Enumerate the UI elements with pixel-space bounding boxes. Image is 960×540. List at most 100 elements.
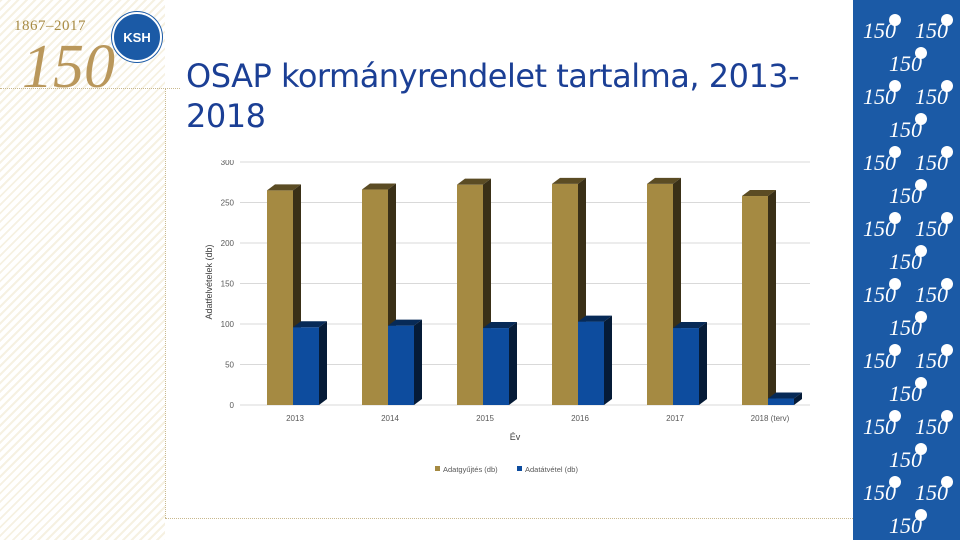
pattern-glyph: 150 — [915, 414, 948, 439]
x-axis-label: Év — [510, 432, 521, 442]
x-tick-label: 2017 — [666, 414, 684, 423]
pattern-dot — [889, 146, 901, 158]
x-tick-label: 2014 — [381, 414, 399, 423]
legend-label: Adatgyűjtés (db) — [443, 465, 498, 474]
y-tick-label: 200 — [221, 239, 235, 248]
pattern-dot — [889, 410, 901, 422]
pattern-dot — [915, 377, 927, 389]
pattern-dot — [941, 410, 953, 422]
bar-adatatvetel — [673, 328, 699, 405]
pattern-dot — [889, 476, 901, 488]
anniversary-pattern-icon: 150 — [863, 344, 903, 374]
pattern-glyph: 150 — [889, 447, 922, 472]
bar-side-face — [319, 321, 327, 405]
bar-adatgyujtes — [362, 189, 388, 405]
chart-grid — [240, 161, 810, 406]
y-tick-label: 100 — [221, 320, 235, 329]
logo-area: 1867–2017 150 KSH — [0, 0, 165, 540]
pattern-glyph: 150 — [863, 414, 896, 439]
slide-title: OSAP kormányrendelet tartalma, 2013-2018 — [186, 57, 800, 135]
divider-vertical — [165, 88, 166, 518]
anniversary-logo: 150 — [22, 33, 115, 101]
pattern-dot — [915, 47, 927, 59]
anniversary-pattern-icon: 150 — [889, 113, 929, 143]
pattern-glyph: 150 — [863, 150, 896, 175]
chart-bars — [267, 177, 802, 405]
pattern-glyph: 150 — [889, 51, 922, 76]
bar-top-face — [578, 315, 612, 322]
divider-bottom — [165, 518, 855, 519]
y-tick-label: 0 — [230, 401, 235, 410]
bar-adatatvetel — [388, 325, 414, 405]
pattern-dot — [915, 311, 927, 323]
anniversary-pattern-icon: 150 — [863, 14, 903, 44]
pattern-dot — [941, 476, 953, 488]
pattern-glyph: 150 — [863, 348, 896, 373]
pattern-glyph: 150 — [915, 150, 948, 175]
bar-top-face — [457, 178, 491, 185]
x-tick-label: 2016 — [571, 414, 589, 423]
anniversary-pattern-icon: 150 — [863, 476, 903, 506]
pattern-dot — [941, 344, 953, 356]
anniversary-years: 1867–2017 — [14, 18, 86, 34]
bar-side-face — [414, 319, 422, 405]
anniversary-pattern-icon: 150 — [889, 377, 929, 407]
y-tick-label: 300 — [221, 160, 235, 167]
pattern-dot — [889, 278, 901, 290]
pattern-glyph: 150 — [915, 216, 948, 241]
pattern-dot — [941, 278, 953, 290]
bar-chart: 0 50 100 150 200 250 300 2013 2014 2015 2016 2017 20… — [204, 160, 810, 474]
pattern-dot — [941, 212, 953, 224]
anniversary-pattern-icon: 150 — [889, 311, 929, 341]
pattern-dot — [889, 344, 901, 356]
anniversary-pattern-icon: 150 — [889, 47, 929, 77]
anniversary-pattern-icon: 150 — [915, 278, 955, 308]
anniversary-pattern-icon: 150 — [915, 146, 955, 176]
pattern-glyph: 150 — [863, 84, 896, 109]
pattern-glyph: 150 — [915, 84, 948, 109]
bar-side-face — [699, 322, 707, 405]
pattern-glyph: 150 — [889, 117, 922, 142]
decorative-pattern-panel: 150 150 150 150 150 150 150 150 150 150 150 150 150 1… — [853, 0, 960, 540]
bar-adatgyujtes — [647, 183, 673, 405]
anniversary-pattern-icon: 150 — [915, 476, 955, 506]
bar-top-face — [293, 321, 327, 328]
pattern-glyph: 150 — [915, 480, 948, 505]
bar-adatatvetel — [483, 328, 509, 405]
pattern-dot — [941, 80, 953, 92]
bar-side-face — [768, 190, 776, 405]
pattern-dot — [915, 245, 927, 257]
pattern-dot — [889, 80, 901, 92]
pattern-glyph: 150 — [889, 315, 922, 340]
pattern-glyph: 150 — [889, 183, 922, 208]
chart-legend: Adatgyűjtés (db) Adatátvétel (db) — [435, 465, 578, 474]
bar-side-face — [509, 322, 517, 405]
anniversary-pattern-icon: 150 — [915, 80, 955, 110]
y-tick-label: 50 — [225, 361, 234, 370]
x-tick-label: 2013 — [286, 414, 304, 423]
pattern-glyph: 150 — [863, 216, 896, 241]
pattern-dot — [889, 212, 901, 224]
bar-side-face — [604, 315, 612, 405]
bar-top-face — [552, 177, 586, 184]
anniversary-pattern-icon: 150 — [915, 344, 955, 374]
bar-top-face — [647, 177, 681, 184]
pattern-dot — [915, 509, 927, 521]
bar-top-face — [768, 392, 802, 399]
x-tick-label: 2015 — [476, 414, 494, 423]
bar-adatatvetel — [578, 321, 604, 405]
pattern-dot — [915, 179, 927, 191]
pattern-glyph: 150 — [915, 348, 948, 373]
bar-adatatvetel — [768, 398, 794, 405]
pattern-glyph: 150 — [915, 18, 948, 43]
bar-top-face — [388, 319, 422, 326]
anniversary-pattern-icon: 150 — [863, 410, 903, 440]
ksh-logo: KSH — [112, 12, 162, 62]
pattern-dot — [941, 14, 953, 26]
divider-horizontal — [0, 88, 180, 89]
anniversary-pattern-icon: 150 — [889, 509, 929, 539]
bar-top-face — [742, 190, 776, 197]
bar-adatgyujtes — [742, 196, 768, 405]
bar-side-face — [794, 392, 802, 405]
bar-adatgyujtes — [552, 183, 578, 405]
